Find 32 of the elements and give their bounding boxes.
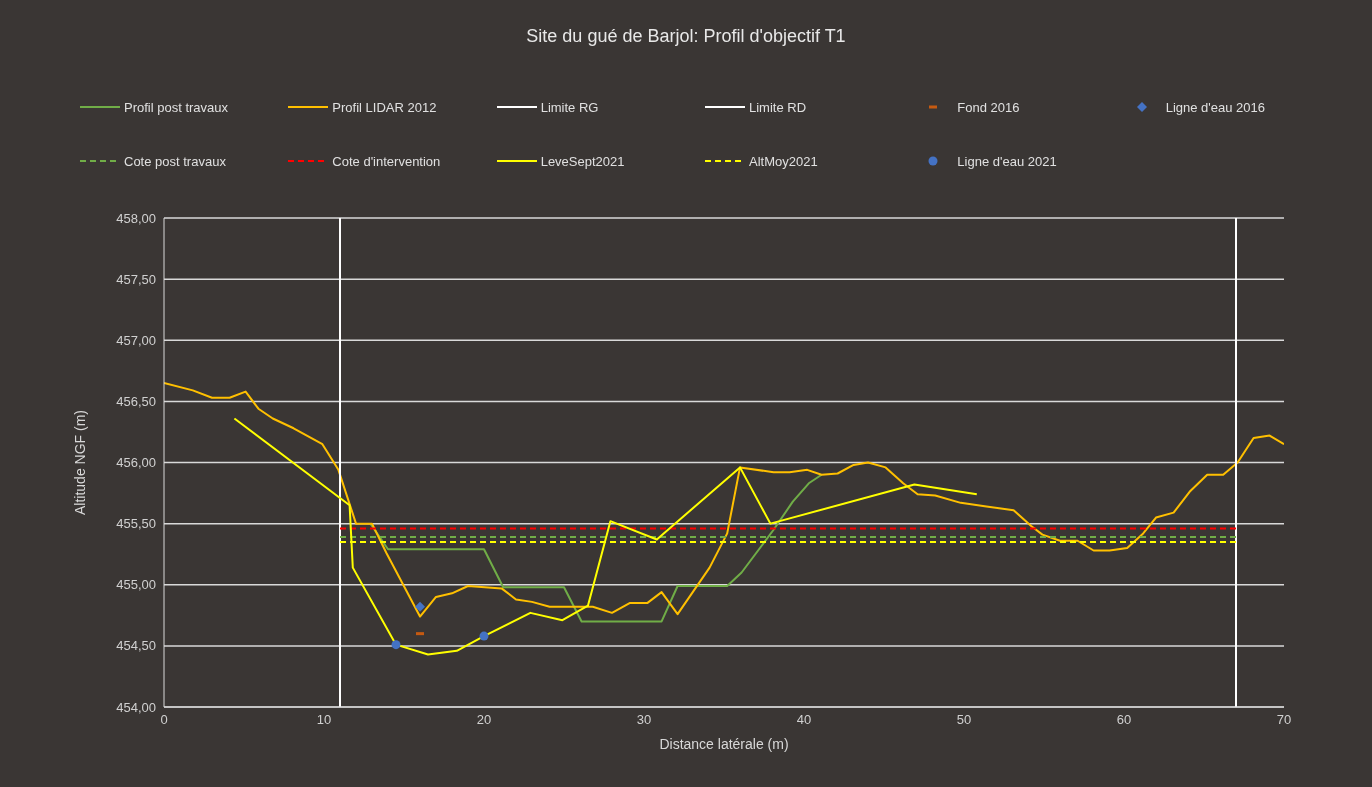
x-tick-label: 60	[1116, 712, 1132, 728]
legend-label: Ligne d'eau 2016	[1165, 99, 1266, 115]
legend-label: Profil LIDAR 2012	[332, 99, 437, 115]
y-tick-label: 455,00	[116, 577, 156, 593]
x-tick-label: 0	[160, 712, 168, 728]
legend-label: Limite RG	[540, 99, 599, 115]
y-tick-label: 455,50	[116, 516, 156, 532]
line-series	[164, 382, 1284, 618]
y-axis-title: Altitude NGF (m)	[71, 409, 88, 516]
x-axis-title: Distance latérale (m)	[659, 736, 789, 752]
legend-label: Ligne d'eau 2021	[957, 153, 1057, 169]
x-tick-label: 50	[956, 712, 972, 728]
legend-label: LeveSept2021	[540, 153, 625, 169]
legend-label: Limite RD	[748, 99, 807, 115]
chart-title: Site du gué de Barjol: Profil d'objectif T1	[525, 26, 847, 47]
legend-label: Cote d'intervention	[332, 153, 441, 169]
x-tick-label: 30	[636, 712, 652, 728]
y-tick-label: 457,00	[116, 332, 156, 348]
y-tick-label: 454,50	[116, 638, 156, 654]
legend-label: AltMoy2021	[748, 153, 818, 169]
y-tick-label: 458,00	[116, 210, 156, 226]
legend-label: Cote post travaux	[124, 153, 226, 169]
legend-label: Fond 2016	[957, 99, 1020, 115]
x-tick-label: 70	[1276, 712, 1292, 728]
y-tick-label: 456,50	[116, 393, 156, 409]
x-tick-label: 20	[476, 712, 492, 728]
y-tick-label: 454,00	[116, 699, 156, 715]
y-tick-label: 456,00	[116, 455, 156, 471]
x-tick-label: 10	[316, 712, 332, 728]
x-tick-label: 40	[796, 712, 812, 728]
legend-label: Profil post travaux	[124, 99, 229, 115]
y-tick-label: 457,50	[116, 271, 156, 287]
